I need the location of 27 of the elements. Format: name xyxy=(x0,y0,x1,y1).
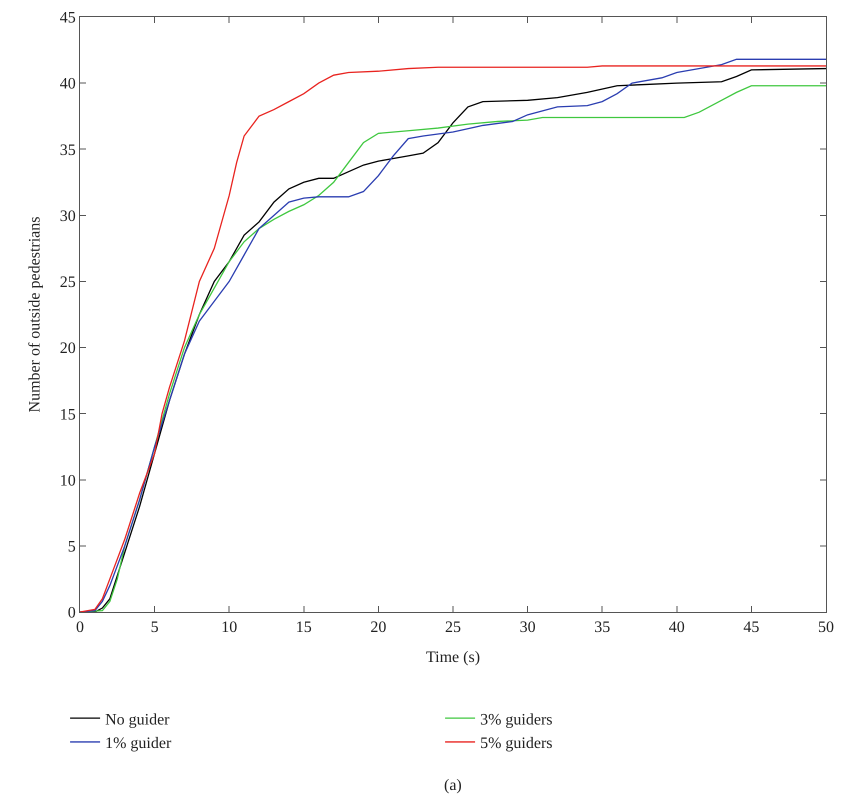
x-tick-label: 35 xyxy=(594,619,610,636)
legend-label: No guider xyxy=(105,711,170,728)
y-tick-label: 5 xyxy=(68,538,76,556)
y-tick-label: 15 xyxy=(60,406,76,424)
x-axis-title: Time (s) xyxy=(426,648,480,666)
legend-label: 1% guider xyxy=(105,735,172,752)
y-tick-label: 0 xyxy=(68,604,76,622)
x-tick-label: 20 xyxy=(370,619,386,636)
y-tick-label: 45 xyxy=(60,10,76,27)
legend-label: 5% guiders xyxy=(480,735,553,752)
text: (a) xyxy=(444,777,462,794)
x-tick-label: 25 xyxy=(445,619,461,636)
x-tick-label: 45 xyxy=(743,619,760,636)
legend-label: 3% guiders xyxy=(480,711,553,728)
x-tick-label: 15 xyxy=(296,619,312,636)
y-tick-label: 10 xyxy=(60,472,76,490)
x-tick-label: 50 xyxy=(818,619,834,636)
y-tick-label: 30 xyxy=(60,208,76,225)
x-tick-label: 40 xyxy=(668,619,685,636)
y-axis-title: Number of outside pedestrians xyxy=(26,216,44,412)
x-tick-label: 30 xyxy=(520,619,536,636)
x-tick-label: 10 xyxy=(221,619,238,636)
y-tick-label: 40 xyxy=(60,76,76,93)
y-tick-label: 20 xyxy=(60,340,76,358)
y-tick-label: 25 xyxy=(60,274,76,292)
y-tick-label: 35 xyxy=(60,142,76,159)
x-tick-label: 5 xyxy=(150,619,159,636)
